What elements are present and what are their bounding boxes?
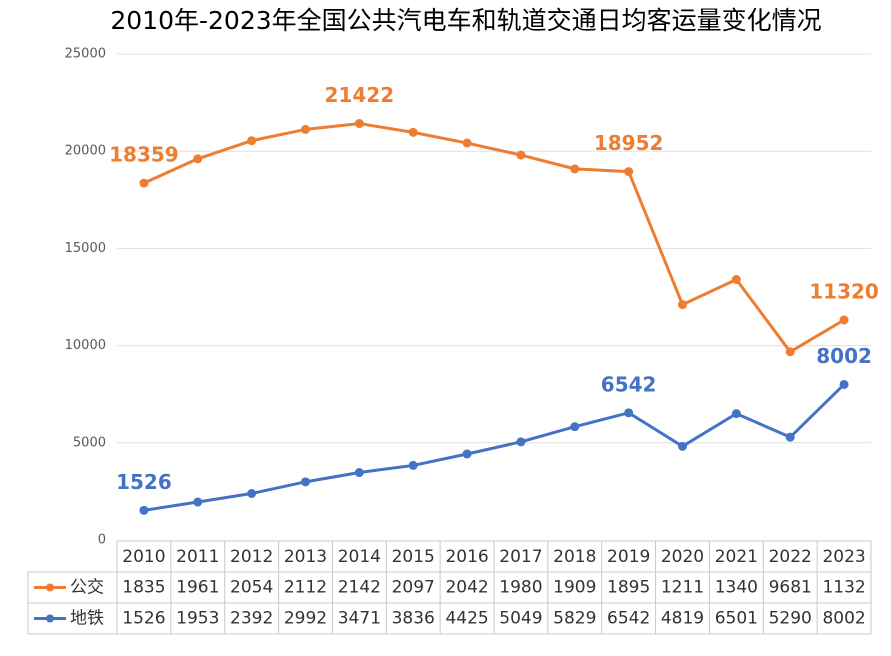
table-cell: 2142 (338, 578, 381, 598)
point (785, 432, 795, 442)
point (408, 127, 418, 137)
x-tick-label: 2015 (392, 547, 435, 567)
x-tick-label: 2013 (284, 547, 327, 567)
table-cell: 1895 (607, 578, 650, 598)
table-cell: 1909 (553, 578, 596, 598)
x-tick-label: 2018 (553, 547, 596, 567)
table-cell: 4425 (445, 609, 488, 629)
x-tick-label: 2023 (822, 547, 865, 567)
table-cell: 6542 (607, 609, 650, 629)
table-cell: 6501 (715, 609, 758, 629)
point (462, 138, 472, 148)
x-tick-label: 2014 (338, 547, 381, 567)
legend-swatch (46, 583, 54, 592)
y-tick-label: 20000 (65, 144, 106, 159)
table-cell: 1961 (176, 578, 219, 598)
point (462, 449, 472, 459)
point (678, 441, 687, 451)
point (301, 477, 310, 487)
y-tick-label: 5000 (73, 435, 106, 450)
series-line (143, 383, 846, 512)
table-cell: 5290 (769, 609, 812, 629)
data-label: 6542 (601, 372, 657, 396)
legend-label: 地铁 (70, 609, 104, 629)
point (570, 164, 580, 174)
table-cell: 1953 (176, 609, 219, 629)
series-line (143, 122, 845, 354)
x-tick-label: 2010 (122, 547, 165, 567)
y-tick-label: 15000 (65, 241, 106, 256)
point (139, 178, 149, 188)
point (731, 409, 741, 419)
point (839, 315, 849, 325)
y-tick-label: 10000 (65, 338, 106, 353)
data-label: 11320 (809, 279, 879, 303)
table-cell: 2392 (230, 609, 273, 629)
x-tick-label: 2022 (769, 547, 812, 567)
point (839, 379, 849, 389)
x-tick-label: 2011 (176, 547, 219, 567)
y-tick-label: 25000 (65, 47, 106, 62)
data-label: 21422 (325, 83, 395, 107)
data-label: 18359 (109, 143, 179, 167)
table-cell: 2992 (284, 609, 327, 629)
point (354, 119, 364, 129)
legend-swatch (46, 614, 54, 623)
table-cell: 2112 (284, 578, 327, 598)
x-tick-label: 2021 (715, 547, 758, 567)
point (193, 154, 203, 164)
table-cell: 1835 (122, 578, 165, 598)
data-label: 1526 (116, 470, 172, 494)
table-cell: 1132 (822, 578, 865, 598)
x-tick-label: 2017 (499, 547, 542, 567)
table-cell: 3471 (338, 609, 381, 629)
table-cell: 2054 (230, 578, 273, 598)
table-cell: 5829 (553, 609, 596, 629)
point (247, 488, 257, 498)
point (139, 505, 149, 515)
point (731, 275, 741, 285)
point (678, 300, 687, 310)
y-tick-label: 0 (98, 533, 106, 548)
x-tick-label: 2012 (230, 547, 273, 567)
table-cell: 2097 (392, 578, 435, 598)
table-cell: 9681 (769, 578, 812, 598)
chart-title: 2010年-2023年全国公共汽电车和轨道交通日均客运量变化情况 (110, 6, 821, 35)
point (570, 422, 580, 432)
table-cell: 2042 (445, 578, 488, 598)
x-tick-label: 2020 (661, 547, 704, 567)
data-label: 8002 (816, 344, 872, 368)
point (516, 150, 526, 160)
point (624, 167, 634, 177)
point (247, 136, 257, 146)
point (785, 347, 795, 357)
table-cell: 4819 (661, 609, 704, 629)
point (354, 468, 364, 478)
table-cell: 5049 (499, 609, 542, 629)
x-tick-label: 2016 (445, 547, 488, 567)
legend-label: 公交 (70, 578, 104, 598)
point (193, 497, 203, 507)
table-cell: 1526 (122, 609, 165, 629)
point (408, 460, 418, 470)
point (516, 437, 526, 447)
table-cell: 8002 (822, 609, 865, 629)
table-cell: 1340 (715, 578, 758, 598)
point (301, 124, 310, 134)
data-label: 18952 (594, 131, 664, 155)
table-cell: 1211 (661, 578, 704, 598)
point (624, 408, 634, 418)
table-cell: 1980 (499, 578, 542, 598)
x-tick-label: 2019 (607, 547, 650, 567)
table-cell: 3836 (392, 609, 435, 629)
